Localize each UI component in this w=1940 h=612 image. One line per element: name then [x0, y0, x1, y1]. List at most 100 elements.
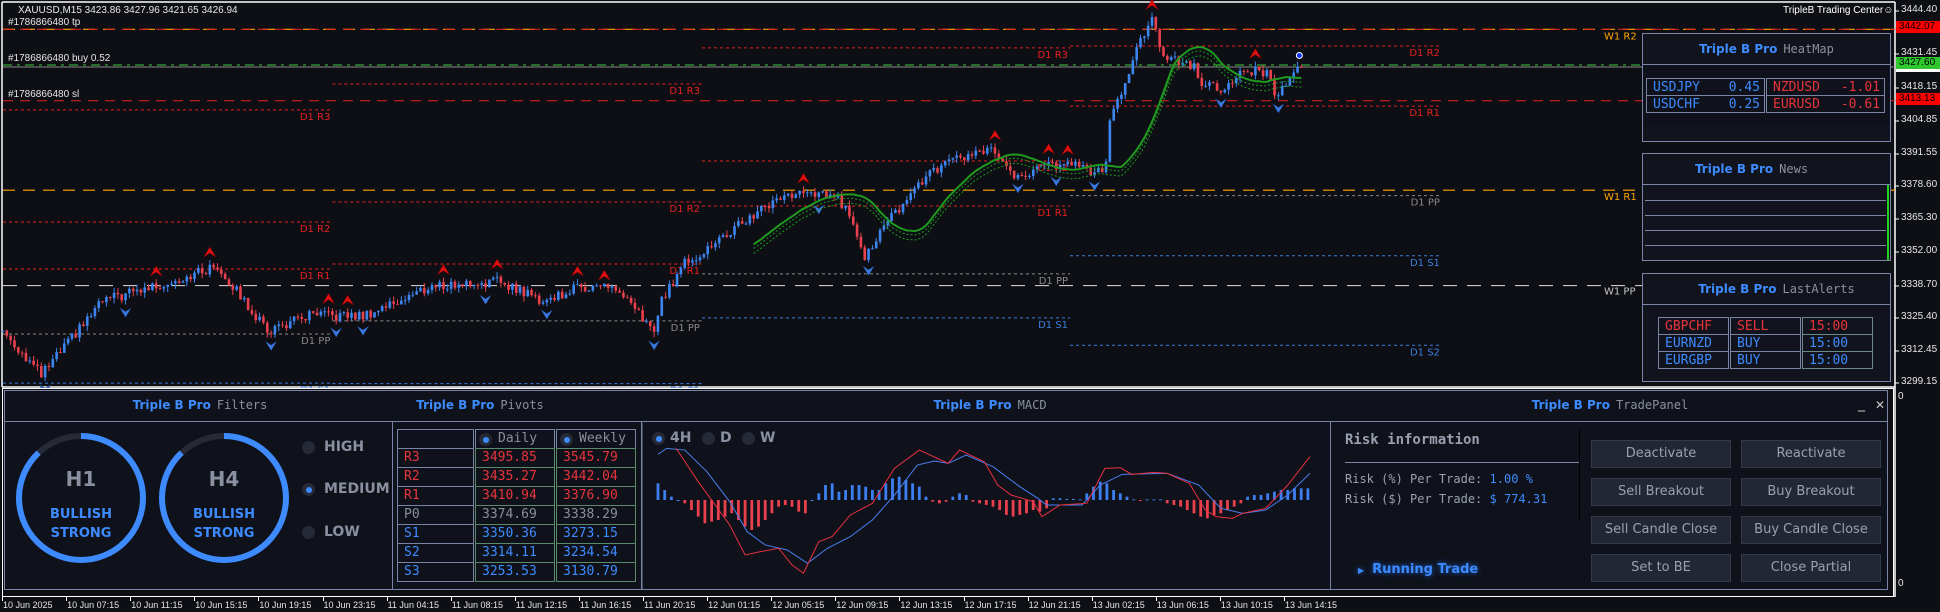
- candle: [162, 286, 166, 289]
- macd-histogram-bar: [871, 490, 874, 500]
- candle: [59, 352, 62, 354]
- heatmap-panel: Triple B Pro HeatMap USDJPY 0.45 NZDUSD -1.0…: [1642, 33, 1891, 142]
- candle: [1058, 164, 1062, 170]
- time-axis-label: 12 Jun 01:15: [708, 600, 761, 610]
- daily-pivot-label: D1 R1: [1037, 208, 1068, 219]
- down-arrow-icon: [264, 340, 278, 352]
- macd-histogram-bar: [931, 500, 935, 502]
- candle: [1196, 63, 1200, 78]
- running-trade-toggle[interactable]: ▶ Running Trade: [1358, 562, 1478, 577]
- candle: [813, 192, 817, 197]
- candle: [331, 311, 334, 315]
- candle: [702, 254, 706, 258]
- time-axis-label: 11 Jun 04:15: [387, 600, 439, 610]
- close-button[interactable]: ✕: [1875, 398, 1886, 412]
- buy-candle-close-button[interactable]: Buy Candle Close: [1741, 516, 1881, 544]
- macd-histogram-bar: [703, 500, 707, 524]
- reactivate-button[interactable]: Reactivate: [1741, 440, 1881, 468]
- candle: [254, 313, 258, 321]
- candle: [70, 333, 74, 339]
- close-partial-button[interactable]: Close Partial: [1741, 554, 1881, 582]
- candle: [342, 312, 346, 314]
- level-radio-high[interactable]: [302, 441, 315, 454]
- daily-pivot-label: D1 R3: [669, 86, 700, 97]
- macd-histogram-bar: [924, 496, 928, 500]
- macd-tf-radio-d[interactable]: [702, 432, 715, 445]
- candle: [779, 198, 782, 200]
- candle: [74, 333, 78, 338]
- heatmap-cell[interactable]: USDCHF 0.25: [1646, 95, 1765, 113]
- daily-pivot-label: D1 R1: [669, 266, 700, 277]
- deactivate-button[interactable]: Deactivate: [1591, 440, 1731, 468]
- candle: [606, 283, 610, 288]
- candle: [93, 308, 97, 317]
- pivot-radio[interactable]: [560, 433, 573, 446]
- brand-label: TripleB Trading Center☺: [1783, 5, 1893, 16]
- price-tag: 3427.60: [1896, 57, 1940, 69]
- macd-histogram-bar: [757, 500, 760, 527]
- sell-candle-close-button[interactable]: Sell Candle Close: [1591, 516, 1731, 544]
- candle: [1093, 172, 1096, 176]
- time-axis-label: 11 Jun 20:15: [644, 600, 696, 610]
- up-arrow-icon: [149, 265, 163, 277]
- caret-right-icon: ▶: [1358, 566, 1365, 575]
- candle: [656, 315, 660, 332]
- macd-histogram-bar: [663, 490, 667, 500]
- candle: [1031, 169, 1035, 176]
- candle: [599, 285, 602, 287]
- candle: [1005, 161, 1008, 167]
- candle: [319, 311, 323, 316]
- pivot-row-name: R3: [397, 448, 474, 468]
- candle: [740, 221, 744, 224]
- candle: [426, 289, 430, 294]
- candle: [943, 161, 947, 166]
- candle: [507, 284, 510, 290]
- level-radio-medium[interactable]: [302, 483, 315, 496]
- down-arrow-icon: [862, 265, 875, 277]
- minimize-button[interactable]: _: [1858, 396, 1865, 412]
- candle: [423, 287, 426, 294]
- heatmap-cell[interactable]: NZDUSD -1.01: [1766, 78, 1885, 96]
- news-scrollbar[interactable]: [1887, 185, 1889, 260]
- weekly-pivot-label: W1 PP: [1604, 287, 1636, 298]
- sell-breakout-button[interactable]: Sell Breakout: [1591, 478, 1731, 506]
- candle: [610, 286, 614, 288]
- candle: [671, 283, 675, 287]
- candle: [817, 192, 821, 197]
- candle: [292, 316, 296, 322]
- candle: [1227, 83, 1230, 90]
- macd-histogram-bar: [763, 500, 767, 520]
- heatmap-cell[interactable]: EURUSD -0.61: [1766, 95, 1885, 113]
- time-tick: [130, 597, 132, 601]
- level-radio-low[interactable]: [302, 526, 315, 539]
- set-to-be-button[interactable]: Set to BE: [1591, 554, 1731, 582]
- candle: [476, 285, 480, 287]
- pivot-header-daily[interactable]: Daily: [475, 429, 555, 449]
- news-panel: Triple B Pro News: [1642, 153, 1891, 261]
- candle: [1054, 162, 1058, 170]
- macd-histogram-bar: [1273, 491, 1276, 500]
- pivot-radio[interactable]: [479, 433, 492, 446]
- candle: [311, 311, 315, 313]
- macd-histogram-bar: [971, 500, 975, 502]
- heatmap-value: 0.45: [1728, 80, 1760, 95]
- time-tick: [1027, 597, 1029, 601]
- buy-breakout-button[interactable]: Buy Breakout: [1741, 478, 1881, 506]
- candle: [193, 272, 196, 280]
- macd-histogram-bar: [1239, 500, 1243, 504]
- macd-tf-label: W: [760, 430, 776, 446]
- gauge-timeframe: H1: [66, 467, 97, 491]
- macd-histogram-bar: [810, 500, 814, 501]
- macd-tf-radio-w[interactable]: [742, 432, 755, 445]
- pivot-header-weekly[interactable]: Weekly: [556, 429, 636, 449]
- time-tick: [707, 597, 709, 601]
- candle: [97, 301, 101, 309]
- candle: [959, 155, 962, 158]
- macd-tf-radio-4h[interactable]: [652, 432, 665, 445]
- heatmap-cell[interactable]: USDJPY 0.45: [1646, 78, 1765, 96]
- candle: [472, 285, 476, 287]
- candle: [154, 283, 158, 289]
- daily-pivot-label: D1 R1: [1409, 108, 1440, 119]
- macd-histogram-bar: [1159, 499, 1162, 501]
- candle: [1001, 158, 1004, 162]
